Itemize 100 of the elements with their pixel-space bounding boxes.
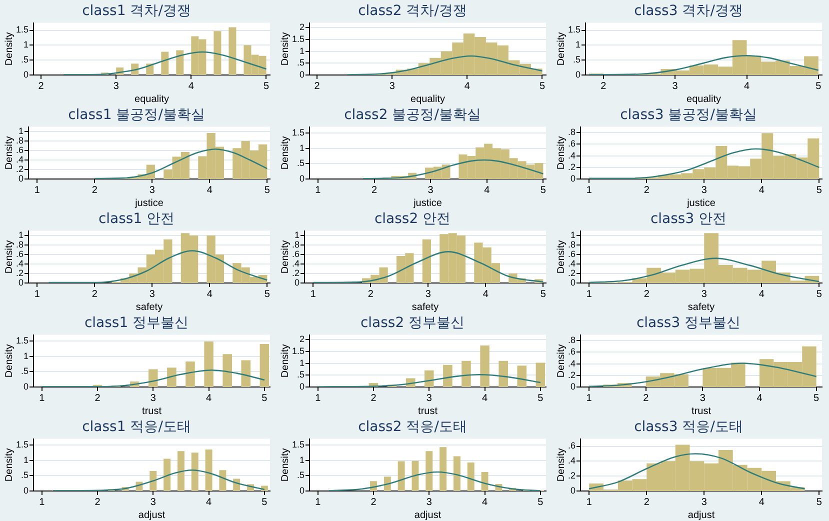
y-axis-title: Density (280, 32, 291, 66)
x-tick-label: 2 (94, 392, 101, 404)
x-tick-label: 5 (264, 184, 270, 196)
y-tick-label: 0 (299, 381, 305, 392)
x-axis-title: trust (142, 406, 162, 417)
x-tick-label: 3 (113, 80, 120, 92)
y-tick-label: 1.5 (16, 439, 29, 450)
y-axis-title: Density (556, 240, 567, 274)
chart-title: class1 격차/경쟁 (82, 3, 191, 20)
y-tick-label: 1 (23, 40, 29, 50)
y-axis-title: Density (4, 448, 15, 482)
y-tick-label: .8 (16, 240, 24, 250)
x-tick-label: 2 (644, 496, 650, 508)
x-tick-label: 2 (38, 80, 44, 92)
y-tick-label: 1.5 (292, 127, 305, 138)
x-tick-label: 1 (315, 392, 322, 404)
x-tick-label: 2 (92, 288, 98, 300)
x-tick-label: 3 (150, 496, 156, 508)
y-tick-label: .6 (568, 346, 576, 357)
y-tick-label: 1 (18, 126, 24, 136)
x-tick-label: 4 (188, 80, 194, 92)
x-tick-label: 1 (34, 288, 40, 300)
x-axis-title: justice (134, 198, 164, 209)
x-tick-label: 4 (482, 288, 489, 300)
y-tick-label: .6 (568, 138, 576, 149)
chart-title: class3 정부불신 (636, 315, 741, 332)
x-tick-label: 1 (586, 496, 592, 508)
y-tick-label: .5 (20, 366, 29, 376)
x-tick-label: 1 (586, 392, 592, 404)
y-tick-label: 1.5 (568, 24, 581, 35)
x-tick-label: 2 (644, 288, 650, 300)
y-tick-label: .5 (20, 470, 29, 480)
y-tick-label: 2 (299, 334, 305, 344)
x-tick-label: 2 (643, 392, 650, 404)
chart-title: class2 격차/경쟁 (358, 3, 467, 20)
x-tick-label: 4 (482, 496, 488, 508)
x-tick-label: 1 (39, 392, 46, 404)
x-tick-label: 4 (464, 80, 470, 92)
x-tick-label: 5 (262, 392, 268, 404)
x-tick-label: 5 (540, 184, 546, 196)
y-tick-label: .6 (16, 145, 24, 156)
y-tick-label: 1 (294, 230, 300, 240)
y-tick-label: 1 (18, 230, 24, 240)
y-axis-title: Density (280, 344, 291, 378)
x-axis-title: adjust (138, 510, 166, 521)
x-tick-label: 3 (701, 288, 708, 300)
y-tick-label: 0 (570, 381, 576, 392)
y-tick-label: .8 (568, 335, 576, 346)
x-tick-label: 2 (92, 184, 98, 196)
y-axis-title: Density (4, 136, 15, 170)
x-tick-label: 3 (701, 184, 708, 196)
y-tick-label: 1.5 (16, 335, 29, 346)
x-axis-title: adjust (414, 510, 442, 521)
y-tick-label: 0 (294, 277, 300, 288)
y-tick-label: 1.5 (292, 439, 305, 450)
y-tick-label: .5 (20, 54, 29, 65)
y-tick-label: .8 (16, 136, 24, 146)
y-tick-label: 1.5 (292, 34, 305, 44)
y-tick-label: .4 (292, 258, 300, 269)
x-axis-title: justice (686, 198, 716, 209)
x-tick-label: 4 (484, 184, 490, 196)
chart-title: class1 불공정/불확실 (68, 107, 205, 124)
x-axis-title: adjust (688, 510, 715, 521)
x-tick-label: 4 (206, 288, 213, 300)
y-tick-label: .8 (568, 240, 576, 250)
y-tick-label: 1 (575, 40, 581, 50)
x-tick-label: 3 (425, 288, 432, 300)
y-tick-label: 0 (18, 173, 24, 184)
chart-title: class2 안전 (374, 211, 451, 228)
x-tick-label: 2 (371, 184, 378, 196)
y-tick-label: .8 (292, 240, 300, 250)
y-tick-label: 0 (299, 485, 305, 496)
y-tick-label: 1 (23, 454, 29, 465)
x-axis-title: equality (410, 94, 445, 105)
y-tick-label: 0 (570, 485, 576, 496)
x-tick-label: 2 (644, 184, 650, 196)
x-tick-label: 3 (149, 288, 156, 300)
y-tick-label: .5 (296, 158, 305, 168)
y-tick-label: .6 (568, 249, 576, 260)
y-tick-label: 1 (299, 358, 305, 368)
x-tick-label: 4 (206, 392, 212, 404)
y-tick-label: .5 (296, 370, 305, 380)
y-tick-label: 1.5 (16, 24, 29, 35)
y-tick-label: .4 (16, 154, 24, 165)
y-tick-label: 1 (299, 142, 305, 153)
chart-title: class1 적응/도태 (82, 419, 191, 436)
x-axis-title: equality (686, 94, 721, 105)
x-axis-title: trust (692, 406, 712, 417)
x-tick-label: 5 (816, 184, 822, 196)
x-tick-label: 1 (310, 288, 316, 300)
x-tick-label: 3 (672, 80, 678, 92)
chart-title: class2 정부불신 (360, 315, 465, 332)
x-tick-label: 5 (814, 392, 820, 404)
x-tick-label: 3 (428, 184, 434, 196)
y-tick-label: .2 (568, 470, 576, 481)
y-axis-title: Density (4, 32, 15, 66)
x-tick-label: 4 (206, 496, 212, 508)
x-tick-label: 5 (816, 288, 822, 300)
y-tick-label: 1 (570, 230, 576, 240)
x-tick-label: 5 (539, 80, 546, 92)
